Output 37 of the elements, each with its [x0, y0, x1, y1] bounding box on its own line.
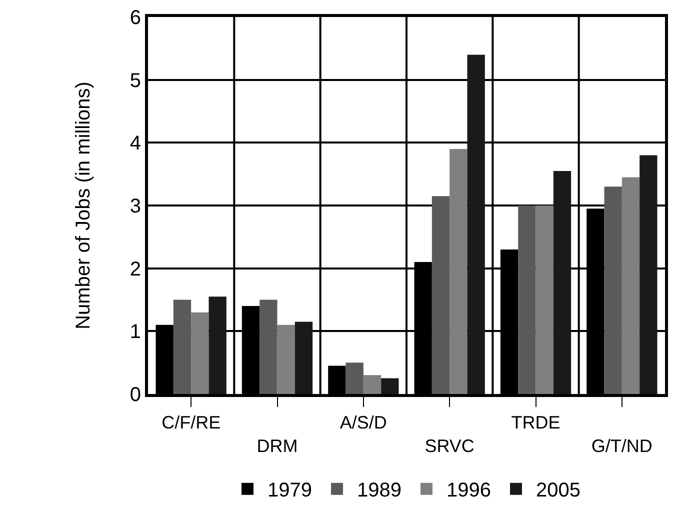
bar — [467, 54, 485, 394]
bar — [294, 322, 313, 394]
bar — [260, 300, 278, 394]
bar — [381, 378, 399, 394]
bar — [450, 148, 468, 394]
y-tick-label: 3 — [130, 196, 141, 218]
bar — [208, 296, 226, 394]
y-tick-label: 2 — [130, 258, 141, 280]
y-tick-label: 0 — [130, 384, 141, 406]
bar — [346, 362, 364, 394]
y-tick-label: 5 — [130, 70, 141, 92]
x-tick-label: TRDE — [511, 412, 560, 433]
bar — [640, 155, 658, 394]
bar — [432, 196, 450, 394]
bar — [328, 366, 346, 394]
x-tick-label: G/T/ND — [591, 436, 652, 456]
x-tick-label: C/F/RE — [162, 412, 221, 433]
bar — [363, 375, 382, 394]
x-tick-label: DRM — [256, 436, 298, 456]
bar — [518, 206, 536, 394]
bar — [536, 206, 554, 394]
bar — [553, 170, 572, 394]
x-tick-label: SRVC — [424, 436, 474, 456]
bar — [173, 300, 192, 394]
legend-label: 1996 — [446, 480, 491, 502]
legend-label: 2005 — [536, 480, 580, 502]
y-tick-label: 4 — [130, 132, 141, 155]
y-tick-label: 1 — [130, 321, 141, 344]
y-axis-title: Number of Jobs (in millions) — [72, 82, 94, 330]
x-tick-label: A/S/D — [340, 412, 387, 433]
bar — [277, 324, 295, 394]
legend-label: 1989 — [357, 480, 402, 502]
y-tick-label: 6 — [130, 7, 141, 29]
bar — [622, 177, 640, 394]
bar — [191, 312, 209, 394]
bar — [604, 186, 622, 394]
legend-label: 1979 — [268, 480, 312, 502]
